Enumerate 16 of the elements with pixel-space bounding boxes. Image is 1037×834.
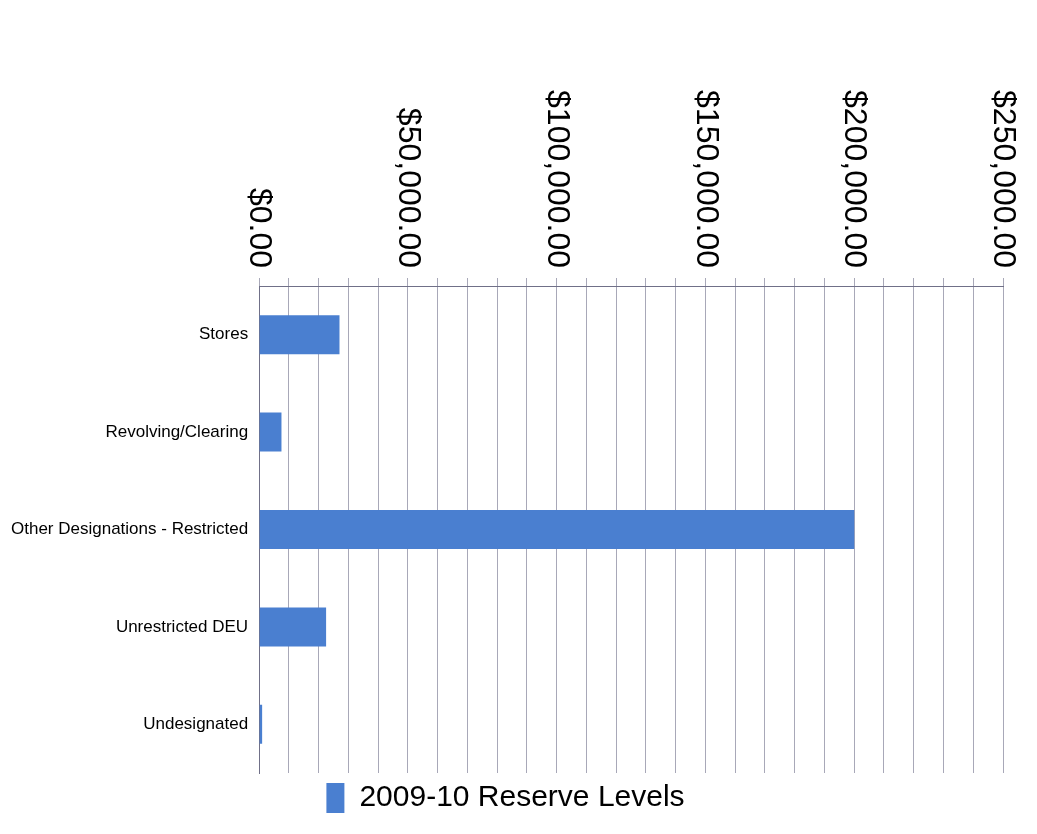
legend-label: 2009-10 Reserve Levels	[359, 779, 685, 813]
y-tick-label: Unrestricted DEU	[115, 616, 249, 636]
bar	[259, 412, 282, 452]
bar	[259, 607, 327, 647]
bar	[259, 315, 340, 355]
x-tick-label: $100,000.00	[540, 90, 577, 268]
y-tick-label: Stores	[199, 324, 249, 344]
x-tick-label: $250,000.00	[987, 90, 1024, 268]
bar	[259, 510, 855, 549]
y-tick-label: Revolving/Clearing	[105, 421, 249, 441]
x-tick-label: $150,000.00	[689, 90, 726, 268]
y-tick-label: Other Designations - Restricted	[11, 519, 249, 539]
x-tick-label: $0.00	[243, 187, 280, 268]
x-tick-label: $50,000.00	[392, 107, 429, 268]
x-tick-label: $200,000.00	[838, 90, 875, 268]
y-tick-label: Undesignated	[143, 713, 249, 733]
